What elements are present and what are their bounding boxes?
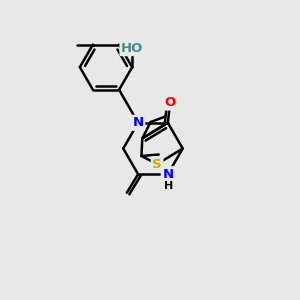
Text: H: H bbox=[164, 181, 173, 190]
Text: O: O bbox=[165, 96, 176, 109]
Text: N: N bbox=[133, 116, 144, 129]
Text: HO: HO bbox=[121, 42, 143, 55]
Text: N: N bbox=[162, 168, 173, 181]
Text: S: S bbox=[152, 158, 162, 171]
